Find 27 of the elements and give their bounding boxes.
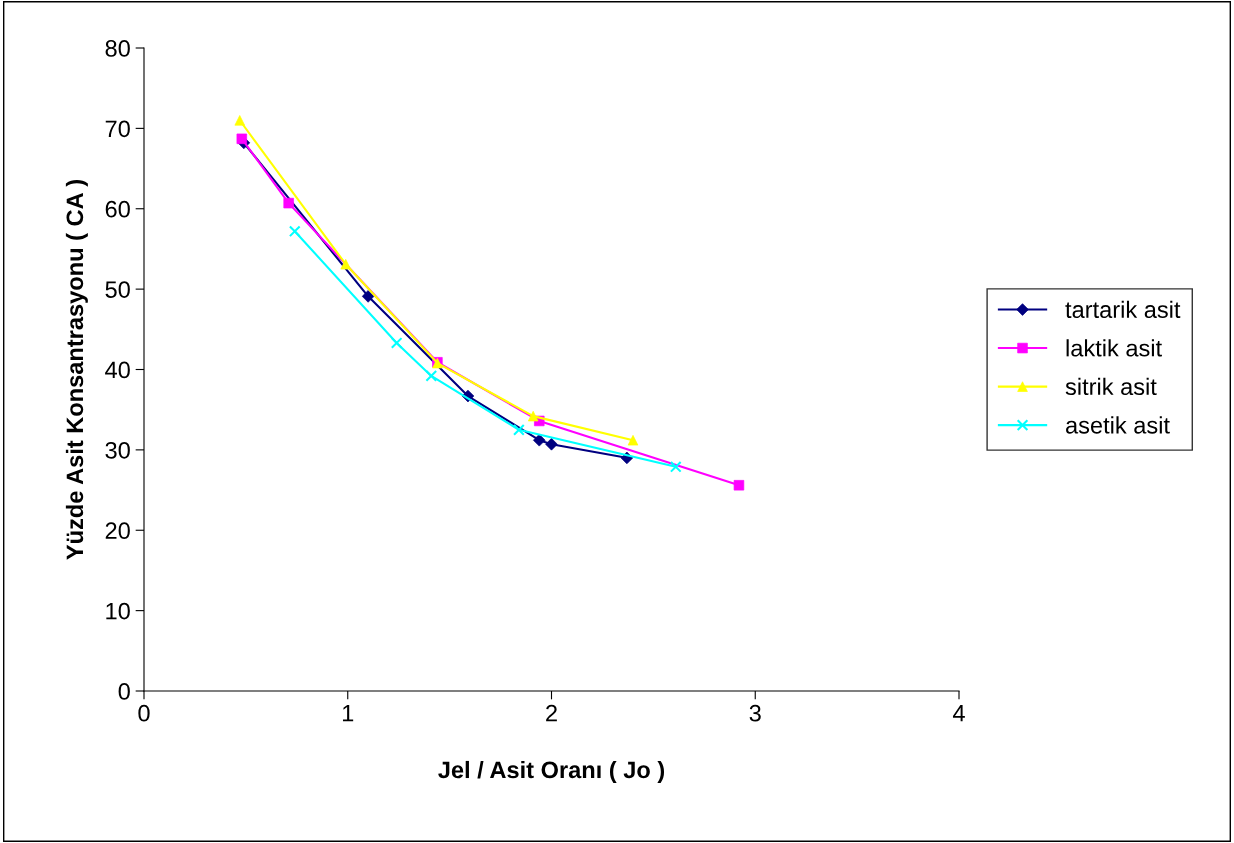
point bbox=[236, 133, 248, 145]
y-tick-label: 30 bbox=[105, 441, 130, 459]
y-axis-title: Yüzde Asit Konsantrasyonu ( CA ) bbox=[65, 180, 88, 560]
y-tick-label: 60 bbox=[105, 200, 130, 218]
x-tick-label: 2 bbox=[546, 704, 557, 722]
point bbox=[733, 480, 745, 491]
legend-label: sitrik asit bbox=[1065, 377, 1157, 396]
x-tick-label: 3 bbox=[749, 704, 761, 722]
x-axis-title: Jel / Asit Oranı ( Jo ) bbox=[438, 760, 665, 783]
point bbox=[288, 225, 301, 238]
legend-label: asetik asit bbox=[1066, 416, 1170, 434]
y-tick-label: 50 bbox=[105, 281, 130, 298]
point bbox=[390, 337, 403, 349]
point bbox=[425, 370, 438, 382]
y-tick-label: 10 bbox=[106, 602, 130, 620]
x-tick-label: 1 bbox=[342, 705, 354, 722]
x-tick-label: 4 bbox=[952, 705, 965, 722]
y-tick-label: 80 bbox=[105, 40, 130, 57]
legend-label: tartarik asit bbox=[1065, 300, 1181, 319]
y-tick-label: 40 bbox=[105, 361, 130, 379]
y-tick-label: 20 bbox=[105, 522, 130, 540]
point bbox=[513, 423, 525, 436]
point bbox=[669, 460, 682, 473]
y-tick-label: 70 bbox=[105, 120, 130, 138]
x-tick-label: 0 bbox=[138, 704, 150, 722]
legend-label: laktik asit bbox=[1066, 339, 1162, 357]
y-tick-label: 0 bbox=[118, 683, 130, 700]
